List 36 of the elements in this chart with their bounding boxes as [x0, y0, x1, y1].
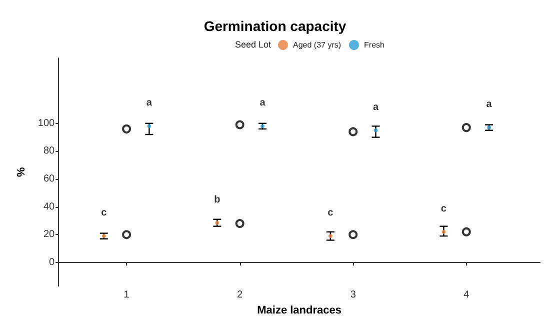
y-tick-label: 80	[43, 146, 56, 157]
point	[348, 127, 358, 136]
x-tick-label: 3	[350, 290, 356, 301]
annotation: a	[486, 99, 492, 110]
x-tick-label: 2	[237, 290, 244, 301]
y-tick-label: 0	[49, 256, 56, 268]
point	[235, 120, 244, 130]
annotation: c	[101, 208, 108, 219]
point	[462, 227, 471, 236]
point	[122, 124, 132, 134]
chart-title: Germination capacity	[204, 18, 346, 34]
y-tick-label: 40	[43, 201, 56, 212]
annotation: b	[214, 194, 220, 206]
point	[147, 124, 152, 128]
point	[122, 230, 132, 240]
annotation: c	[440, 203, 447, 214]
legend-label: Aged (37 yrs)	[293, 40, 342, 50]
annotation: c	[328, 208, 334, 219]
x-axis-title: Maize landraces	[257, 304, 342, 316]
annotation: a	[146, 98, 152, 109]
legend-label: Fresh	[364, 40, 384, 50]
point	[462, 123, 471, 132]
point	[442, 230, 446, 234]
point	[235, 219, 244, 228]
y-tick-label: 20	[43, 229, 56, 240]
x-tick-label: 4	[464, 290, 470, 301]
annotation: a	[260, 98, 266, 109]
x-tick-label: 1	[124, 290, 130, 301]
y-tick-label: 60	[43, 174, 56, 185]
legend-title: Seed Lot	[235, 40, 272, 50]
point	[374, 128, 378, 132]
annotation: a	[372, 102, 379, 113]
y-axis-title: %	[16, 166, 28, 177]
y-tick-label: 100	[38, 118, 56, 129]
point	[348, 230, 358, 240]
point	[328, 234, 332, 238]
